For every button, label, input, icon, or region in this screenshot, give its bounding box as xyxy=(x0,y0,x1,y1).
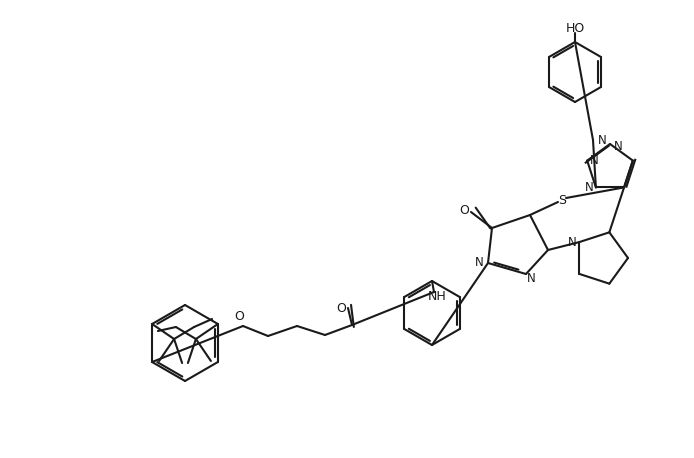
Text: N: N xyxy=(527,273,535,285)
Text: N: N xyxy=(568,235,577,249)
Text: HO: HO xyxy=(566,22,584,34)
Text: O: O xyxy=(336,301,346,315)
Text: O: O xyxy=(234,311,244,323)
Text: N: N xyxy=(475,256,484,269)
Text: S: S xyxy=(558,193,566,207)
Text: N: N xyxy=(584,181,593,194)
Text: N: N xyxy=(590,154,598,167)
Text: N: N xyxy=(598,133,607,147)
Text: N: N xyxy=(613,140,623,153)
Text: O: O xyxy=(459,203,469,217)
Text: NH: NH xyxy=(428,290,446,304)
